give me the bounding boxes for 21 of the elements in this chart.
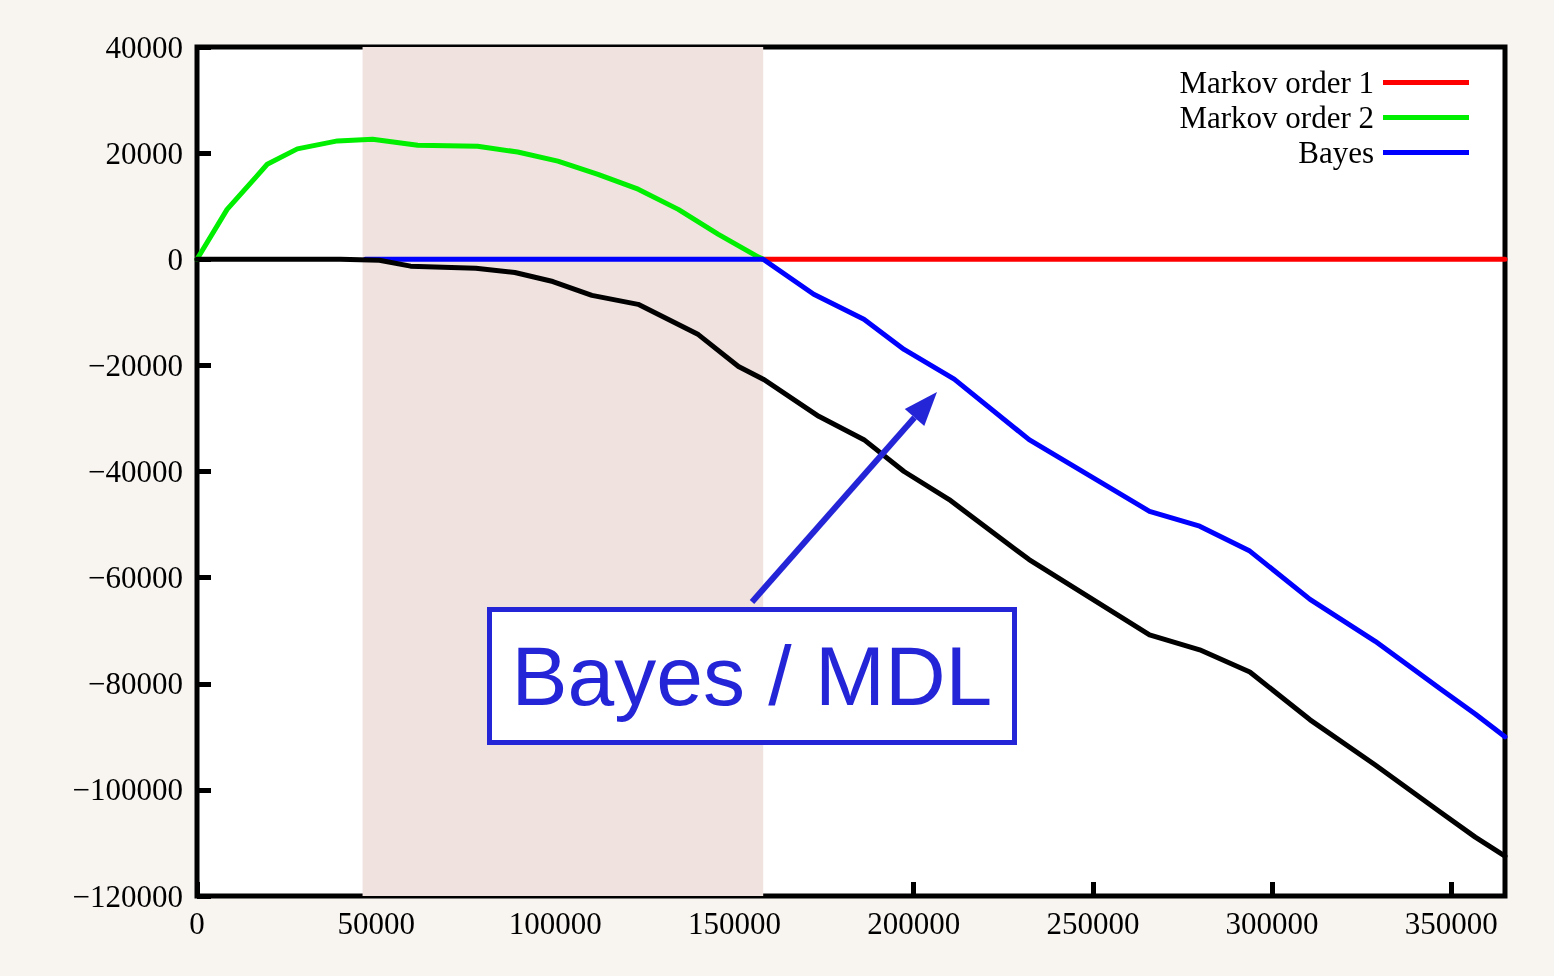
- x-tick-label: 250000: [1046, 906, 1140, 941]
- y-tick-label: −60000: [88, 560, 183, 596]
- annotation: Bayes / MDL: [486, 607, 1018, 745]
- x-tick-label: 150000: [688, 906, 782, 941]
- y-tick-label: 0: [167, 241, 183, 277]
- y-tick-label: −120000: [72, 878, 183, 914]
- legend-label: Markov order 2: [1179, 100, 1374, 135]
- y-tick-label: −40000: [88, 454, 183, 489]
- x-tick-label: 0: [189, 906, 205, 941]
- y-tick-label: 20000: [105, 135, 183, 171]
- x-tick-label: 50000: [337, 906, 415, 941]
- x-tick-label: 350000: [1404, 906, 1498, 941]
- x-tick-label: 100000: [508, 906, 602, 941]
- y-tick-label: 40000: [105, 29, 183, 65]
- x-tick-label: 300000: [1225, 906, 1319, 941]
- y-tick-label: −80000: [88, 666, 183, 702]
- legend-label: Markov order 1: [1179, 65, 1374, 100]
- y-tick-label: −20000: [88, 347, 183, 383]
- x-tick-label: 200000: [867, 906, 961, 941]
- y-tick-label: −100000: [72, 772, 183, 808]
- legend-label: Bayes: [1298, 135, 1374, 170]
